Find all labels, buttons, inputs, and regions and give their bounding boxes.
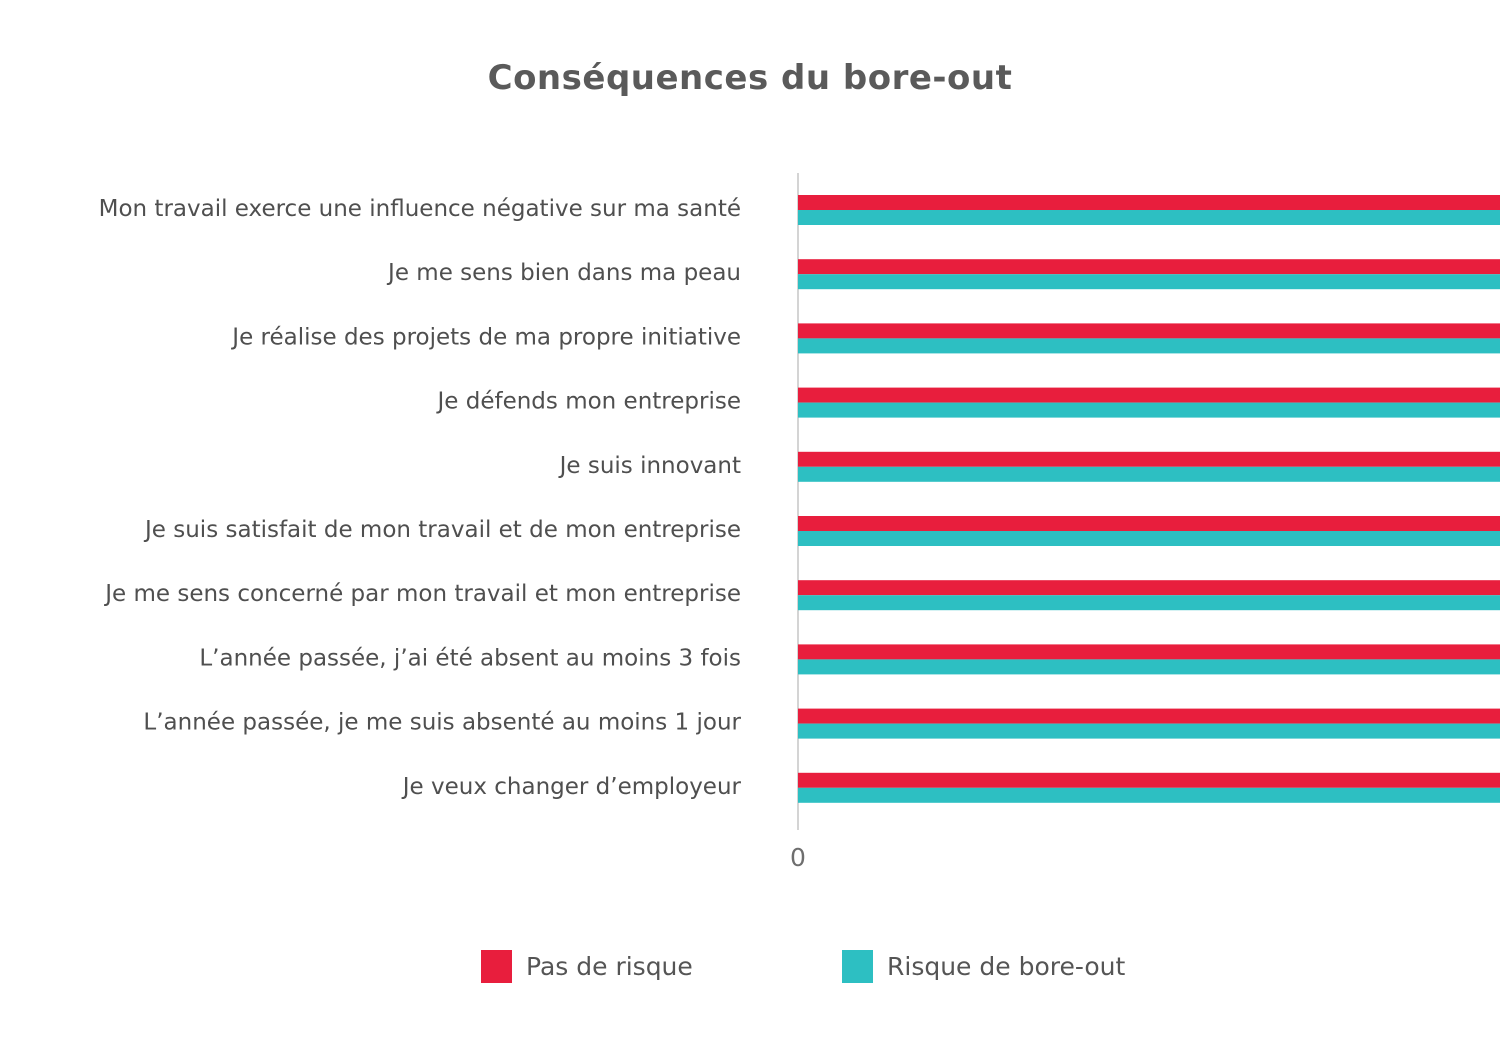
bar-risque-de-bore-out [798,595,1500,611]
bar-pas-de-risque [798,516,1500,531]
category-label: Je suis satisfait de mon travail et de m… [143,517,741,543]
category-labels: Mon travail exerce une influence négativ… [99,196,742,800]
bar-pas-de-risque [798,580,1500,596]
bar-pas-de-risque [798,644,1500,660]
bar-pas-de-risque [798,259,1500,275]
category-label: Je suis innovant [558,453,741,479]
category-label: Je me sens bien dans ma peau [386,260,741,286]
bar-pas-de-risque [798,323,1500,339]
category-label: L’année passée, j’ai été absent au moins… [199,645,741,671]
bars [798,195,1500,803]
bar-risque-de-bore-out [798,787,1500,803]
x-tick-label-0: 0 [790,843,806,872]
bar-pas-de-risque [798,387,1500,403]
category-label: Je me sens concerné par mon travail et m… [103,581,741,607]
legend-label-pas-de-risque: Pas de risque [526,952,693,981]
legend-item-pas-de-risque: Pas de risque [481,950,693,983]
legend-swatch-pas-de-risque [481,950,512,983]
legend-item-risque-de-bore-out: Risque de bore-out [842,950,1125,983]
category-label: L’année passée, je me suis absenté au mo… [143,710,741,736]
bar-risque-de-bore-out [798,723,1500,739]
legend-swatch-risque-de-bore-out [842,950,873,983]
bar-pas-de-risque [798,451,1500,467]
bar-risque-de-bore-out [798,402,1500,418]
bar-pas-de-risque [798,708,1500,724]
bar-risque-de-bore-out [798,338,1500,354]
bar-risque-de-bore-out [798,274,1500,290]
category-label: Je veux changer d’employeur [401,774,742,800]
bar-risque-de-bore-out [798,466,1500,482]
bar-risque-de-bore-out [798,659,1500,675]
bar-pas-de-risque [798,195,1500,210]
category-label: Mon travail exerce une influence négativ… [99,196,741,222]
bar-risque-de-bore-out [798,210,1500,225]
chart-title: Conséquences du bore-out [487,58,1013,98]
x-tick-labels: 01020304050607080 [790,843,806,872]
category-label: Je défends mon entreprise [435,389,741,415]
legend-label-risque-de-bore-out: Risque de bore-out [887,952,1126,981]
bar-risque-de-bore-out [798,531,1500,546]
bar-pas-de-risque [798,772,1500,788]
category-label: Je réalise des projets de ma propre init… [230,324,741,350]
